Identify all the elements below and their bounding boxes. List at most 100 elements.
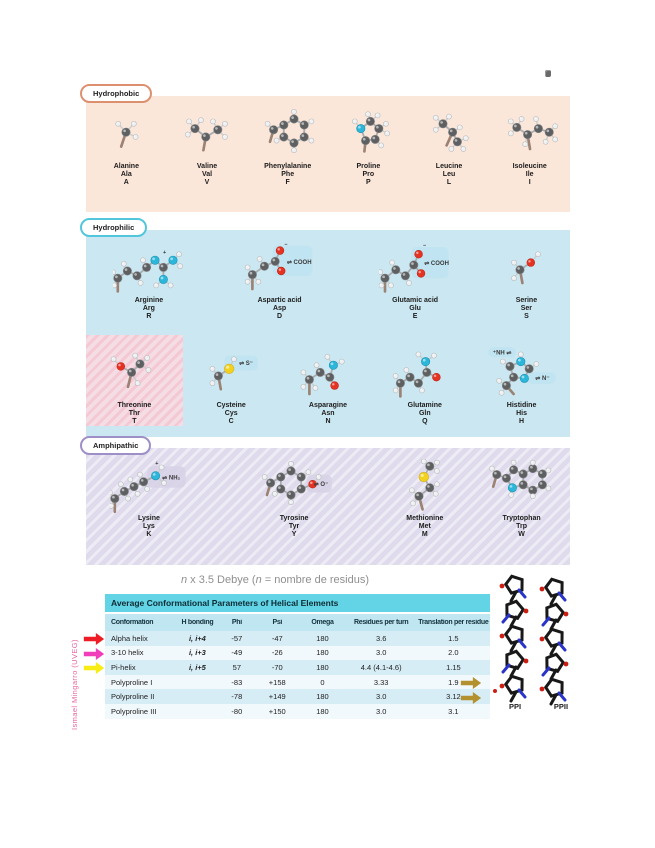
svg-text:+: + bbox=[163, 250, 166, 256]
page-corner-mark bbox=[545, 70, 551, 77]
amino-abbr-label: Asp bbox=[272, 305, 287, 313]
amino-name-label: Cysteine bbox=[216, 402, 246, 410]
amino-acid-label: Phenylalanine Phe F bbox=[264, 163, 311, 187]
amino-name-label: Lysine bbox=[137, 515, 160, 522]
table-cell: 3.12 bbox=[446, 692, 461, 702]
table-header-row: Conformation H bonding Phi Psi Omega Residues… bbox=[105, 614, 490, 631]
table-cell: 2.0 bbox=[448, 648, 459, 658]
amino-acid-card-ala: Alanine Ala A bbox=[86, 105, 167, 187]
amino-name-label: Phenylalanine bbox=[264, 163, 312, 170]
amino-name-label: Alanine bbox=[113, 163, 139, 170]
amino-acid-label: Arginine Arg R bbox=[135, 297, 163, 321]
amino-acid-label: Methionine Met M bbox=[406, 515, 443, 539]
section-amphipathic: Amphipathic ⇌ NH₂ + Lysine Lys K ⇌ O⁻ Tyrosine… bbox=[80, 436, 570, 565]
molecule-structure-arg: + bbox=[112, 250, 183, 293]
amino-acid-card-pro: Proline Pro P bbox=[328, 105, 409, 187]
amino-acid-card-ser: Serine Ser S bbox=[483, 239, 570, 321]
table-cell: Pi-helix bbox=[111, 662, 136, 672]
amino-acid-label: Aspartic acid Asp D bbox=[258, 297, 302, 321]
amino-name-label: Tyrosine bbox=[279, 515, 309, 522]
amino-letter-label: Y bbox=[291, 531, 297, 539]
molecule-structure-trp bbox=[488, 459, 551, 500]
table-cell: Polyproline I bbox=[111, 677, 153, 687]
amino-letter-label: A bbox=[123, 179, 129, 187]
section-hydrophobic: Hydrophobic Alanine Ala A Valine Val V Phenyla… bbox=[80, 84, 570, 212]
table-cell: 1.15 bbox=[446, 662, 461, 672]
amino-acid-label: Leucine Leu L bbox=[436, 163, 462, 187]
amino-abbr-label: Arg bbox=[142, 305, 155, 313]
conformational-parameters-table: Average Conformational Parameters of Hel… bbox=[105, 594, 490, 719]
column-header-4: Omega bbox=[311, 619, 334, 626]
svg-text:−: − bbox=[423, 243, 426, 249]
amino-acid-card-phe: Phenylalanine Phe F bbox=[247, 105, 328, 187]
amino-name-label: Isoleucine bbox=[512, 163, 547, 170]
table-cell: Alpha helix bbox=[111, 633, 148, 643]
table-cell: 57 bbox=[232, 662, 242, 672]
molecule-structure-tyr: ⇌ O⁻ bbox=[261, 460, 332, 506]
amino-name-label: Threonine bbox=[117, 402, 152, 410]
amino-abbr-label: Trp bbox=[516, 523, 527, 531]
amino-acid-label: Tyrosine Tyr Y bbox=[280, 515, 309, 539]
table-cell: 1.9 bbox=[448, 677, 459, 687]
amino-name-label: Tryptophan bbox=[502, 515, 541, 522]
amino-acid-card-glu: ⇌ COOH − Glutamic acid Glu E bbox=[347, 239, 483, 321]
amino-letter-label: N bbox=[325, 418, 331, 426]
amino-letter-label: Q bbox=[422, 418, 428, 426]
svg-text:⇌ NH₂: ⇌ NH₂ bbox=[162, 473, 180, 481]
amino-abbr-label: Ile bbox=[525, 171, 534, 179]
svg-text:⇌ COOH: ⇌ COOH bbox=[424, 259, 449, 267]
amino-acid-label: Isoleucine Ile I bbox=[513, 163, 547, 187]
table-body: Alpha helix i, i+4 -57 -47 180 3.6 1.5 3-10 hel… bbox=[105, 631, 490, 719]
table-cell: i, i+3 bbox=[188, 648, 206, 658]
amino-name-label: Histidine bbox=[506, 402, 537, 410]
amino-abbr-label: Phe bbox=[281, 171, 295, 179]
hydrophobic-molecule-row: Alanine Ala A Valine Val V Phenylalanine Phe F Pr… bbox=[86, 96, 570, 187]
red-dot-mark bbox=[493, 689, 497, 693]
amino-acid-card-gln: Glutamine Gln Q bbox=[376, 344, 473, 426]
table-row-4: Polyproline II -78 +149 180 3.0 3.12 bbox=[105, 689, 490, 704]
amino-acid-card-asp: ⇌ COOH − Aspartic acid Asp D bbox=[212, 239, 348, 321]
polyproline-stick-models bbox=[499, 574, 569, 706]
section-label-amphipathic: Amphipathic bbox=[80, 436, 152, 455]
svg-text:⇌ N⁻: ⇌ N⁻ bbox=[535, 374, 549, 382]
amino-acid-label: Glutamine Gln Q bbox=[408, 402, 442, 426]
table-cell: 3.0 bbox=[375, 692, 387, 702]
amino-letter-label: L bbox=[446, 179, 452, 187]
amino-acid-card-asn: Asparagine Asn N bbox=[280, 344, 377, 426]
table-row-2: Pi-helix i, i+5 57 -70 180 4.4 (4.1-4.6) 1.15 bbox=[105, 660, 490, 675]
amino-letter-label: M bbox=[421, 531, 428, 539]
amino-abbr-label: Met bbox=[418, 523, 431, 531]
amino-letter-label: P bbox=[366, 179, 371, 187]
section-label-hydrophobic: Hydrophobic bbox=[80, 84, 153, 103]
svg-text:⇌ COOH: ⇌ COOH bbox=[286, 258, 311, 266]
amino-letter-label: E bbox=[412, 313, 418, 321]
amino-letter-label: H bbox=[519, 418, 525, 426]
molecule-structure-glu: ⇌ COOH − bbox=[379, 243, 449, 293]
amino-abbr-label: Tyr bbox=[288, 523, 300, 531]
amino-acid-card-cys: ⇌ S⁻ Cysteine Cys C bbox=[183, 344, 280, 426]
svg-text:+: + bbox=[155, 461, 158, 467]
amino-letter-label: V bbox=[204, 179, 210, 187]
ppi-label: PPI bbox=[508, 702, 522, 711]
amino-letter-label: R bbox=[146, 313, 152, 321]
amino-acid-label: Tryptophan Trp W bbox=[503, 515, 541, 539]
column-header-6: Translation per residue bbox=[418, 619, 489, 626]
table-cell: +158 bbox=[268, 677, 286, 687]
amino-abbr-label: Lys bbox=[143, 523, 155, 531]
arrow-right-icon bbox=[83, 647, 105, 665]
table-cell: 4.4 (4.1-4.6) bbox=[360, 662, 402, 672]
table-cell: 3.1 bbox=[448, 706, 459, 716]
table-cell: -57 bbox=[231, 633, 243, 643]
column-header-3: Psi bbox=[272, 619, 283, 626]
amino-letter-label: K bbox=[146, 531, 152, 539]
amino-letter-label: D bbox=[277, 313, 283, 321]
polyproline-structures bbox=[492, 572, 584, 718]
amino-name-label: Aspartic acid bbox=[257, 297, 302, 304]
amino-acid-card-arg: + Arginine Arg R bbox=[86, 239, 212, 321]
amino-acid-label: Alanine Ala A bbox=[114, 163, 139, 187]
molecule-structure-gln bbox=[392, 351, 441, 398]
table-cell: -83 bbox=[231, 677, 243, 687]
amino-letter-label: F bbox=[285, 179, 290, 187]
amino-abbr-label: Gln bbox=[418, 410, 431, 418]
